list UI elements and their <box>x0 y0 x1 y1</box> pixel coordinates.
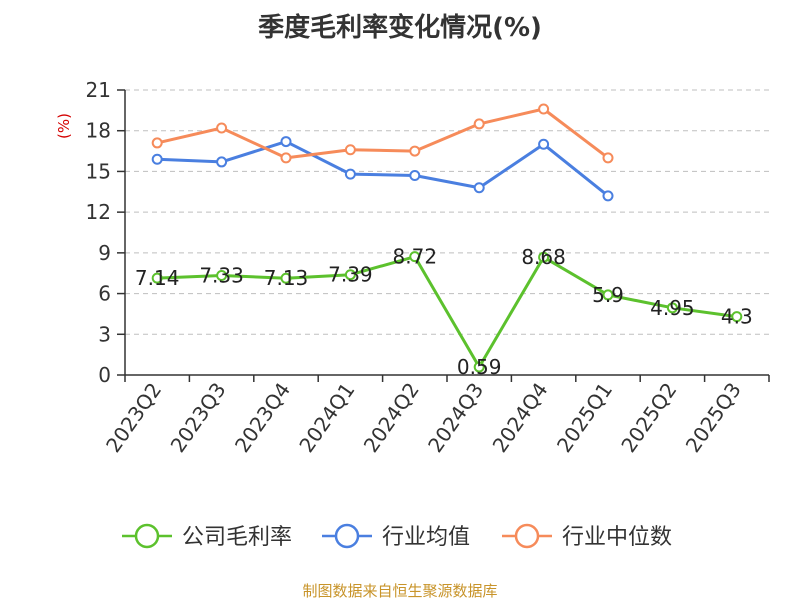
y-axis-unit: (%) <box>55 113 73 139</box>
data-point <box>344 168 356 180</box>
data-point <box>151 272 163 284</box>
x-tick-label: 2025Q2 <box>616 378 681 457</box>
data-point <box>280 152 292 164</box>
data-point <box>538 103 550 115</box>
data-point <box>151 137 163 149</box>
y-tick-label: 6 <box>98 282 111 306</box>
legend-swatch-marker[interactable] <box>514 523 540 549</box>
x-tick-label: 2024Q4 <box>488 378 553 457</box>
legend-label[interactable]: 公司毛利率 <box>182 525 292 550</box>
data-point <box>280 136 292 148</box>
x-tick-label: 2024Q2 <box>359 378 424 457</box>
legend-label[interactable]: 行业均值 <box>382 525 470 550</box>
y-tick-label: 3 <box>98 322 111 346</box>
series-line <box>157 255 738 369</box>
data-point <box>151 153 163 165</box>
y-tick-label: 15 <box>86 159 111 183</box>
x-tick-label: 2024Q3 <box>423 378 488 457</box>
legend[interactable]: 公司毛利率 行业均值 行业中位数 <box>122 523 672 550</box>
data-point <box>344 144 356 156</box>
data-point <box>409 251 421 263</box>
x-tick-label: 2025Q3 <box>681 378 746 457</box>
data-label: 7.33 <box>199 264 244 288</box>
data-point <box>666 302 678 314</box>
legend-swatch-marker[interactable] <box>134 523 160 549</box>
data-point <box>731 311 743 323</box>
data-label: 7.13 <box>264 266 309 290</box>
data-point <box>538 251 550 263</box>
chart-title: 季度毛利率变化情况(%) <box>258 12 542 43</box>
data-point <box>538 138 550 150</box>
data-label: 7.39 <box>328 263 373 287</box>
legend-label[interactable]: 行业中位数 <box>562 525 672 550</box>
data-point <box>216 270 228 282</box>
data-point <box>473 361 485 373</box>
data-point <box>344 269 356 281</box>
x-tick-label: 2023Q2 <box>101 378 166 457</box>
x-tick-label: 2025Q1 <box>552 378 617 457</box>
x-tick-label: 2023Q3 <box>166 378 231 457</box>
legend-swatch-marker[interactable] <box>334 523 360 549</box>
series <box>151 103 743 373</box>
data-point <box>473 182 485 194</box>
data-label: 4.95 <box>650 296 695 320</box>
y-tick-label: 0 <box>98 363 111 387</box>
x-tick-label: 2023Q4 <box>230 378 295 457</box>
data-label: 8.68 <box>521 245 566 269</box>
data-point <box>602 289 614 301</box>
data-label: 8.72 <box>393 245 438 269</box>
data-point <box>409 145 421 157</box>
series-line <box>157 140 609 198</box>
data-point <box>280 272 292 284</box>
data-label: 7.14 <box>135 266 180 290</box>
data-label: 5.9 <box>592 283 624 307</box>
data-point <box>602 190 614 202</box>
data-label: 0.59 <box>457 355 502 379</box>
y-tick-label: 9 <box>98 241 111 265</box>
data-point <box>602 152 614 164</box>
data-labels: 7.14 7.33 7.13 7.39 8.72 0.59 8.68 5.9 4.95 4.3 <box>135 245 753 379</box>
x-tick-label: 2024Q1 <box>294 378 359 457</box>
data-point <box>473 118 485 130</box>
y-tick-label: 12 <box>86 200 111 224</box>
y-tick-label: 21 <box>86 78 111 102</box>
data-point <box>216 122 228 134</box>
data-point <box>409 170 421 181</box>
source-note: 制图数据来自恒生聚源数据库 <box>302 582 497 600</box>
data-label: 4.3 <box>721 305 753 329</box>
data-point <box>216 156 228 168</box>
y-tick-label: 18 <box>86 119 111 143</box>
series-line <box>156 107 609 160</box>
